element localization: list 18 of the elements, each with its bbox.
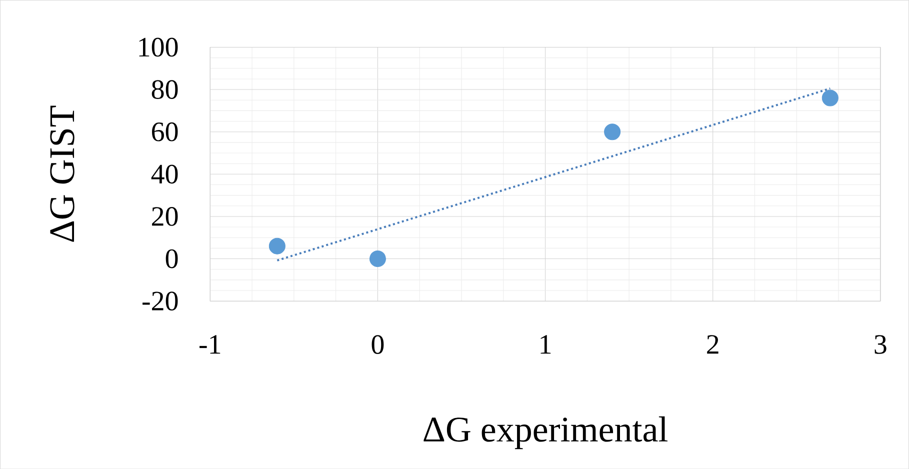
x-tick-label: 0 — [372, 334, 384, 354]
x-tick-label: -1 — [200, 334, 220, 354]
point — [268, 238, 286, 254]
y-tick-label: 100 — [139, 38, 178, 57]
x-axis-title: ΔG experimental — [424, 416, 668, 449]
y-tick-label: 60 — [152, 122, 178, 142]
x-tick-label: 3 — [874, 334, 886, 354]
y-tick-label: 20 — [152, 206, 178, 226]
x-tick-label: 2 — [707, 334, 718, 354]
y-tick-label: -20 — [142, 292, 178, 310]
y-axis-title: ΔG GIST — [50, 106, 74, 242]
point — [604, 123, 621, 140]
x-tick-label: 1 — [540, 334, 551, 354]
y-tick-label: 40 — [151, 164, 178, 184]
y-tick-label: 80 — [152, 80, 178, 99]
y-tick-label: 0 — [166, 249, 178, 268]
point — [369, 250, 386, 267]
point — [822, 90, 838, 106]
